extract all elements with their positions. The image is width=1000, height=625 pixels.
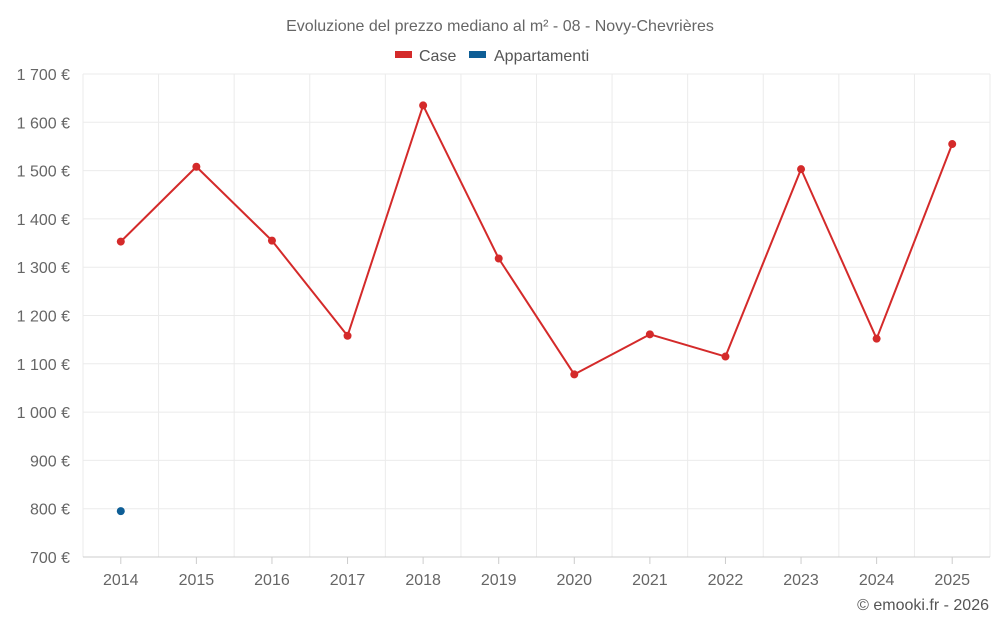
legend-swatch-appartamenti <box>469 51 486 58</box>
y-tick-label: 900 € <box>30 453 70 470</box>
y-tick-label: 1 500 € <box>17 164 70 181</box>
chart-title: Evoluzione del prezzo mediano al m² - 08… <box>286 18 714 35</box>
gridlines <box>82 73 991 557</box>
data-point-case-2020[interactable] <box>570 370 579 379</box>
x-tick-label: 2024 <box>859 572 895 589</box>
data-point-case-2025[interactable] <box>948 140 957 149</box>
y-tick-label: 1 100 € <box>17 357 70 374</box>
y-tick-label: 1 000 € <box>17 405 70 422</box>
data-point-case-2023[interactable] <box>797 165 806 174</box>
x-tick-label: 2015 <box>179 572 215 589</box>
y-axis: 700 € 800 € 900 € 1 000 € 1 100 € 1 200 € 1 30… <box>17 67 70 567</box>
data-point-case-2019[interactable] <box>494 254 503 263</box>
data-point-appartamenti-2014[interactable] <box>116 507 125 516</box>
legend-item-appartamenti[interactable]: Appartamenti <box>469 48 589 65</box>
y-tick-label: 1 600 € <box>17 115 70 132</box>
credit-text: © emooki.fr - 2026 <box>857 597 989 614</box>
y-tick-label: 700 € <box>30 550 70 567</box>
data-point-case-2021[interactable] <box>645 330 654 339</box>
x-tick-label: 2016 <box>254 572 290 589</box>
y-tick-label: 800 € <box>30 502 70 519</box>
x-tick-label: 2023 <box>783 572 819 589</box>
x-tick-label: 2019 <box>481 572 517 589</box>
legend-label-appartamenti: Appartamenti <box>494 48 589 65</box>
legend-item-case[interactable]: Case <box>395 48 456 65</box>
x-tick-label: 2020 <box>556 572 592 589</box>
x-tick-label: 2025 <box>934 572 970 589</box>
data-point-case-2018[interactable] <box>419 101 428 110</box>
x-axis: 2014 2015 2016 2017 2018 2019 2020 2021 2022 2023… <box>83 556 990 589</box>
y-tick-label: 1 700 € <box>17 67 70 84</box>
x-tick-label: 2018 <box>405 572 441 589</box>
y-tick-label: 1 300 € <box>17 260 70 277</box>
x-tick-label: 2017 <box>330 572 366 589</box>
legend-label-case: Case <box>419 48 456 65</box>
y-tick-label: 1 400 € <box>17 212 70 229</box>
x-tick-label: 2021 <box>632 572 668 589</box>
y-tick-label: 1 200 € <box>17 309 70 326</box>
series-line-case <box>120 104 954 376</box>
legend-swatch-case <box>395 51 412 58</box>
legend: Case Appartamenti <box>395 48 589 65</box>
data-point-case-2016[interactable] <box>267 236 276 245</box>
data-point-case-2017[interactable] <box>343 331 352 340</box>
data-point-case-2015[interactable] <box>192 162 201 171</box>
x-tick-label: 2014 <box>103 572 139 589</box>
data-point-case-2022[interactable] <box>721 352 730 361</box>
data-point-case-2024[interactable] <box>872 334 881 343</box>
data-point-case-2014[interactable] <box>116 237 125 246</box>
series-layer <box>116 101 957 516</box>
x-tick-label: 2022 <box>708 572 744 589</box>
